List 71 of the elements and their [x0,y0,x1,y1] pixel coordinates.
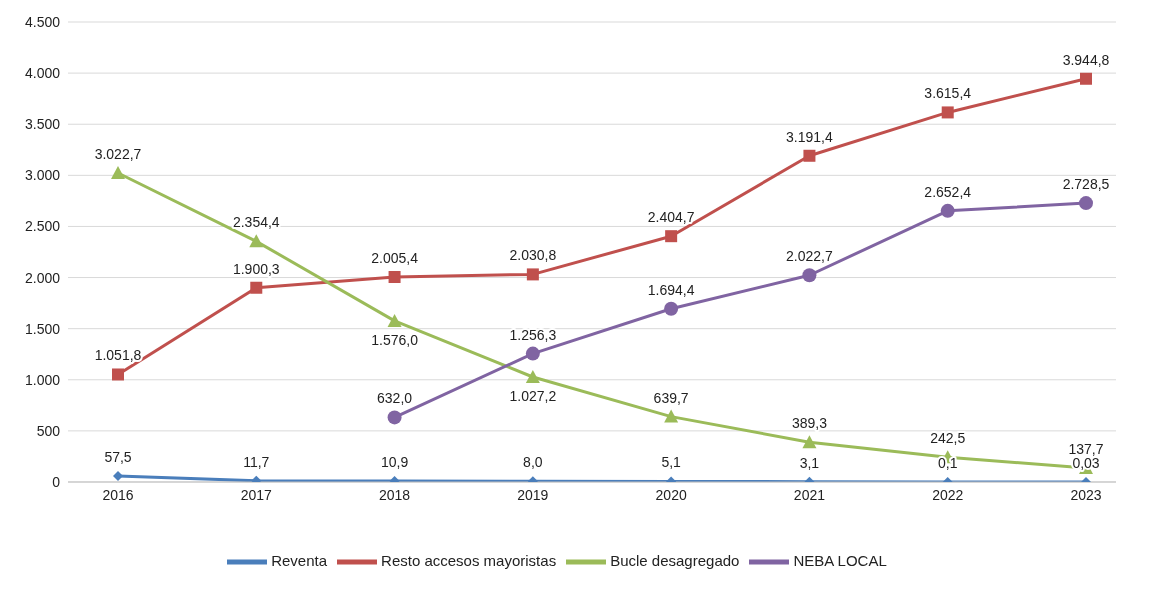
point [940,203,955,218]
data-label: 2.022,7 [786,248,833,265]
point [250,281,263,294]
legend-label: Resto accesos mayoristas [381,551,557,569]
point [387,313,402,327]
data-label: 1.694,4 [647,281,695,298]
data-label: 242,5 [930,430,966,447]
data-label: 3.191,4 [786,128,833,145]
point [112,368,124,381]
legend-label: Bucle desagregado [610,551,740,569]
data-label: 2.005,4 [371,250,419,266]
legend-label: Reventa [271,551,328,569]
y-tick-label: 2.500 [24,218,61,235]
point [803,149,816,162]
point [941,106,954,119]
y-tick-label: 3.000 [24,167,61,184]
y-tick-label: 2.000 [24,269,61,286]
data-label: 3.944,8 [1062,51,1110,68]
data-label: 2.404,7 [647,209,695,226]
point [664,409,679,423]
y-tick-label: 1.000 [24,371,61,388]
data-label: 3,1 [799,454,820,471]
data-label: 2.652,4 [924,183,972,200]
data-label: 11,7 [243,453,270,470]
data-label: 1.900,3 [232,260,280,277]
data-label: 1.027,2 [509,388,557,404]
point [664,301,679,316]
point [387,410,402,425]
legend-label: NEBA LOCAL [793,551,887,569]
y-tick-label: 1.500 [24,320,61,337]
data-label: 2.728,5 [1062,176,1110,193]
y-tick-label: 0 [52,473,61,490]
data-label: 389,3 [791,415,828,432]
data-label: 1.051,8 [94,347,142,364]
x-tick-label: 2017 [240,486,273,503]
x-tick-label: 2022 [932,486,964,503]
point [802,268,817,283]
data-label: 1.576,0 [371,331,419,348]
data-label: 137,7 [1068,440,1104,457]
x-tick-label: 2018 [378,486,411,503]
point [525,370,540,383]
y-tick-label: 500 [36,422,61,439]
data-label: 3.615,4 [924,85,972,102]
point [388,271,401,283]
y-tick-label: 3.500 [24,116,61,133]
point [1080,72,1092,85]
point [249,234,264,248]
data-label: 10,9 [380,453,409,470]
point [665,230,678,243]
point [526,268,539,281]
y-tick-label: 4.500 [24,13,61,30]
data-label: 57,5 [104,449,132,466]
x-tick-label: 2019 [517,486,549,503]
y-tick-label: 4.000 [24,65,61,82]
data-label: 1.256,3 [509,326,557,343]
x-tick-label: 2021 [793,486,826,503]
point [111,166,125,180]
point [113,471,123,482]
point [802,435,817,449]
data-label: 2.354,4 [232,214,280,231]
data-label: 632,0 [377,390,413,407]
x-tick-label: 2020 [655,486,687,503]
data-label: 8,0 [523,454,543,471]
data-label: 2.030,8 [509,247,557,264]
data-label: 5,1 [661,454,682,471]
data-label: 639,7 [653,389,689,406]
point [525,346,540,361]
data-label: 3.022,7 [94,146,142,163]
x-tick-label: 2023 [1070,486,1102,503]
point [1079,196,1093,211]
x-tick-label: 2016 [102,486,134,503]
